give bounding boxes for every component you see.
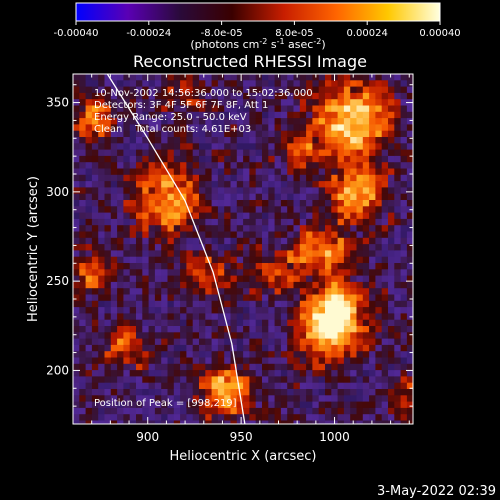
solar-limb-curve [106,74,246,424]
annotation-energy-range: Energy Range: 25.0 - 50.0 keV [94,112,247,123]
plot-frame [72,73,414,425]
y-axis-label: Heliocentric Y (arcsec) [26,176,41,322]
annotation-detectors: Detectors: 3F 4F 5F 6F 7F 8F, Att 1 [94,100,268,111]
colorbar-tick-label: 0.00040 [419,28,460,39]
annotation-peak-position: Position of Peak = [998,219] [94,398,237,409]
footer-timestamp: 3-May-2022 02:39 [377,484,496,499]
annotation-time-range: 10-Nov-2002 14:56:36.000 to 15:02:36.000 [94,88,313,99]
colorbar-tick-label: 0.00024 [347,28,388,39]
x-tick-label: 1000 [319,430,350,444]
y-tick-label: 350 [46,96,69,110]
axis-ticks: 900 950 1000 200 250 300 350 [46,74,413,444]
x-tick-label: 950 [230,430,253,444]
y-tick-label: 200 [46,363,69,377]
annotation-clean-counts: Clean Total counts: 4.61E+03 [94,124,251,135]
x-tick-label: 900 [136,430,159,444]
colorbar [75,2,441,22]
heatmap-image [73,74,413,424]
colorbar-tick-label: 8.0e-05 [275,28,313,39]
colorbar-tick-label: -0.00024 [126,28,171,39]
y-tick-label: 300 [46,185,69,199]
y-tick-label: 250 [46,274,69,288]
colorbar-unit-label: (photons cm-2 s-1 asec-2) [190,37,325,51]
chart-title: Reconstructed RHESSI Image [133,52,367,71]
colorbar-ticks: -0.00040 -0.00024 -8.0e-05 8.0e-05 0.00024 0.… [54,21,461,39]
colorbar-tick-label: -0.00040 [54,28,99,39]
x-axis-label: Heliocentric X (arcsec) [170,449,317,464]
colorbar-tick-label: -8.0e-05 [201,28,243,39]
